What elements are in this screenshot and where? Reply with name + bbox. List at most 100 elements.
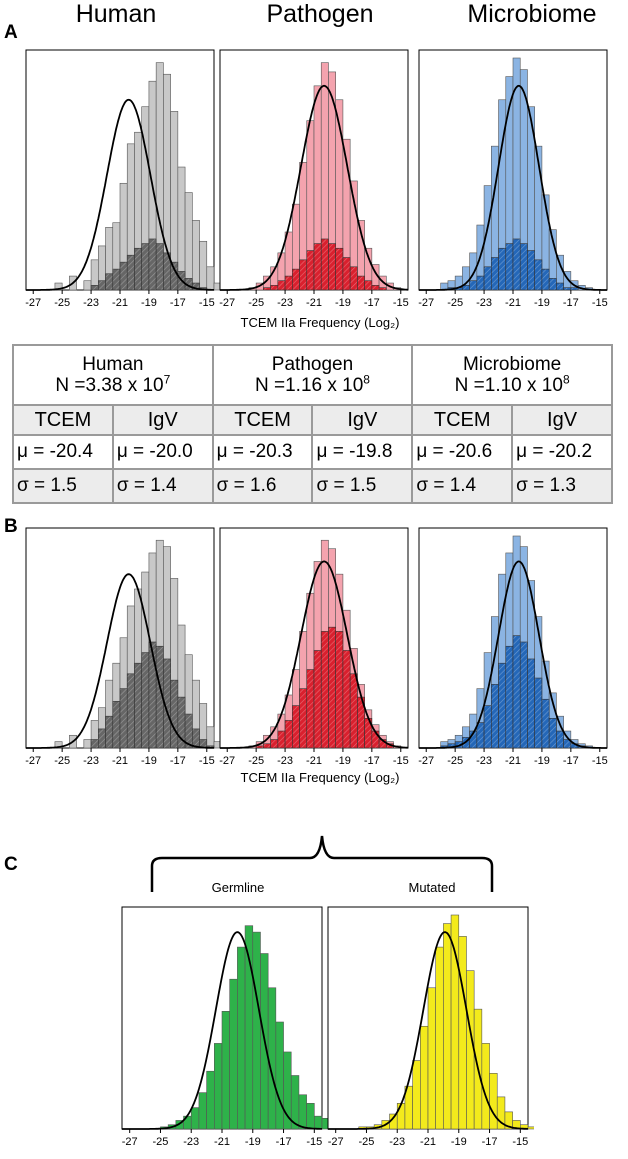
x-tick-label: -23 (476, 755, 492, 767)
histogram-bar (283, 1051, 292, 1130)
histogram-bar-subset (134, 247, 142, 291)
histogram-bar-subset (270, 285, 279, 291)
histogram-bar-subset (141, 243, 150, 291)
x-tick-label: -25 (153, 1136, 169, 1148)
axis-title-b: TCEM IIa Frequency (Log₂) (240, 770, 400, 785)
gaussian-fit-curve (220, 560, 408, 749)
x-tick-label: -23 (183, 1136, 199, 1148)
histogram-bar-subset (476, 275, 485, 291)
x-tick-label: -17 (170, 755, 186, 767)
histogram-bar-subset (90, 285, 99, 291)
x-tick-label: -21 (306, 297, 322, 309)
x-tick-label: -17 (364, 755, 380, 767)
x-tick-label: -23 (83, 297, 99, 309)
gaussian-fit-curve (26, 98, 214, 291)
histogram-bar-subset (320, 631, 329, 749)
x-tick-label: -15 (393, 297, 409, 309)
x-tick-label: -15 (306, 1136, 322, 1148)
histogram-bar-subset (277, 280, 286, 291)
histogram-bar-subset (328, 626, 336, 749)
histogram-bar-subset (299, 688, 308, 749)
x-tick-label: -17 (482, 1136, 498, 1148)
x-tick-label: -23 (476, 297, 492, 309)
histogram-bar (221, 1011, 230, 1130)
gaussian-fit-curve (220, 84, 408, 291)
histogram-bar-subset (112, 701, 121, 749)
stats-sigma-cell: σ = 1.5 (311, 468, 414, 504)
column-header-microbiome: Microbiome (467, 0, 597, 28)
histogram-bar-subset (476, 722, 485, 749)
histogram-c-germline: -27 -25 -23 -21 -19 -17 -15 (121, 906, 328, 1148)
histogram-bar-subset (556, 730, 564, 749)
stats-sigma-cell: σ = 1.3 (511, 468, 613, 504)
histogram-bar-subset (170, 261, 179, 291)
stats-mu-cell: μ = -20.2 (511, 434, 613, 470)
histogram-bar-subset (548, 278, 557, 291)
histogram-bar (83, 739, 92, 749)
panel-label-c: C (4, 854, 18, 875)
x-tick-label: -27 (328, 1136, 344, 1148)
gaussian-fit-curve (122, 931, 322, 1130)
histogram-bar (450, 914, 460, 1130)
x-tick-label: -21 (505, 755, 521, 767)
x-tick-label: -15 (199, 297, 215, 309)
x-tick-label: -19 (534, 297, 550, 309)
stats-mu-cell: μ = -20.4 (12, 434, 114, 470)
x-tick-label: -25 (248, 297, 264, 309)
x-tick-label: -15 (512, 1136, 528, 1148)
histogram-bar-subset (119, 261, 128, 291)
histogram-bar-subset (342, 650, 351, 749)
histogram-bar-subset (134, 662, 142, 749)
stats-subheader: IgV (111, 404, 214, 436)
stats-subheader: IgV (311, 404, 414, 436)
stats-group-microbiome: Microbiome N =1.10 x 108 (411, 344, 613, 406)
histogram-bar (306, 1103, 315, 1130)
x-tick-label: -21 (505, 297, 521, 309)
histogram-bar-subset (335, 247, 344, 291)
stats-mu-cell: μ = -20.6 (411, 434, 514, 470)
stats-mu-cell: μ = -20.0 (111, 434, 214, 470)
histogram-bar (184, 192, 193, 291)
x-tick-label: -27 (219, 755, 235, 767)
x-tick-label: -15 (592, 297, 608, 309)
histogram-bar-subset (292, 705, 300, 749)
x-tick-label: -25 (359, 1136, 375, 1148)
histogram-bar (192, 220, 200, 291)
histogram-bar-subset (148, 641, 157, 749)
histogram-bar-subset (483, 266, 492, 291)
histogram-bar-subset (141, 652, 150, 749)
stats-subheader: TCEM (211, 404, 314, 436)
histogram-bar-subset (90, 739, 99, 749)
histogram-bar (213, 741, 220, 749)
stats-sigma-cell: σ = 1.4 (411, 468, 514, 504)
histogram-bar-subset (263, 743, 271, 749)
histogram-bar-subset (255, 745, 264, 749)
stats-sigma-cell: σ = 1.6 (211, 468, 314, 504)
histogram-bar (54, 282, 63, 291)
histogram-bar-subset (512, 238, 521, 291)
histogram-bar-subset (378, 287, 387, 291)
x-tick-label: -23 (277, 297, 293, 309)
gaussian-fit-curve (26, 573, 214, 749)
histogram-bar (252, 931, 261, 1130)
histogram-a-pathogen: -27 -25 -23 -21 -19 -17 -15 (219, 49, 409, 309)
stats-group-human: Human N =3.38 x 107 (12, 344, 214, 406)
histogram-bar-subset (498, 662, 507, 749)
stats-subheader: TCEM (12, 404, 114, 436)
x-tick-label: -21 (214, 1136, 230, 1148)
histogram-bar-subset (505, 243, 514, 291)
histogram-bar (198, 1092, 207, 1130)
histogram-bar (229, 978, 238, 1130)
histogram-b-microbiome: -27 -25 -23 -21 -19 -17 -15 (418, 527, 608, 767)
column-header-pathogen: Pathogen (266, 0, 374, 28)
histogram-bar-subset (548, 718, 557, 749)
histogram-bar-subset (534, 259, 543, 291)
histogram-bar-subset (519, 641, 528, 749)
histogram-bar-subset (371, 285, 380, 291)
histogram-bar-subset (98, 280, 106, 291)
x-tick-label: -17 (170, 297, 186, 309)
panel-label-a: A (4, 22, 18, 43)
histogram-bar-subset (328, 243, 336, 291)
x-tick-label: -19 (534, 755, 550, 767)
stats-sigma-cell: σ = 1.4 (111, 468, 214, 504)
